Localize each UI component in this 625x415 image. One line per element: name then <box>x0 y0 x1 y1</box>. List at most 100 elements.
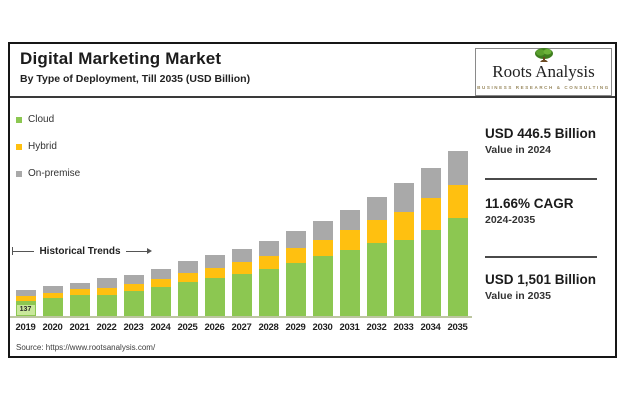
bar-slot-2033 <box>390 183 417 316</box>
hybrid-segment-2029 <box>285 248 306 264</box>
bar-slot-2029 <box>282 231 309 316</box>
on-premise-segment-2019 <box>15 290 36 297</box>
stat-caption: Value in 2024 <box>485 144 551 156</box>
stat-block-3: USD 1,501 Billion Value in 2035 <box>485 272 611 302</box>
hybrid-segment-2034 <box>420 197 441 230</box>
stat-caption: Value in 2035 <box>485 290 551 302</box>
tree-icon <box>534 48 553 62</box>
chart-subtitle: By Type of Deployment, Till 2035 (USD Bi… <box>20 73 251 85</box>
source-note: Source: https://www.rootsanalysis.com/ <box>16 343 156 352</box>
on-premise-segment-2028 <box>258 241 279 257</box>
cloud-segment-2026 <box>204 278 225 316</box>
cloud-segment-2034 <box>420 229 441 316</box>
logo-caption: BUSINESS RESEARCH & CONSULTING <box>477 85 610 90</box>
hybrid-segment-2019 <box>15 296 36 302</box>
on-premise-segment-2033 <box>393 183 414 213</box>
bar-slot-2027 <box>228 249 255 316</box>
right-arrow-icon <box>147 248 153 254</box>
on-premise-segment-2026 <box>204 255 225 269</box>
bar-slot-2035 <box>444 151 471 316</box>
stacked-bar-2019: 137 <box>15 290 36 316</box>
x-tick-label-2025: 2025 <box>177 322 198 333</box>
stacked-bar-2033 <box>393 183 414 316</box>
chart-card: Digital Marketing Market By Type of Depl… <box>8 42 617 358</box>
cloud-segment-2027 <box>231 274 252 316</box>
hybrid-segment-2033 <box>393 212 414 241</box>
on-premise-segment-2021 <box>69 283 90 289</box>
hybrid-segment-2023 <box>123 284 144 292</box>
cloud-segment-2030 <box>312 256 333 316</box>
x-tick-label-2031: 2031 <box>339 322 360 333</box>
bar-slot-2025 <box>174 261 201 316</box>
annotation-left-tick <box>12 247 13 255</box>
x-tick-label-2023: 2023 <box>123 322 144 333</box>
stacked-bar-2034 <box>420 168 441 316</box>
stacked-bar-2028 <box>258 241 279 316</box>
x-tick-label-2026: 2026 <box>204 322 225 333</box>
on-premise-segment-2030 <box>312 221 333 241</box>
on-premise-segment-2027 <box>231 249 252 263</box>
on-premise-segment-2032 <box>366 197 387 221</box>
cloud-segment-2023 <box>123 291 144 316</box>
bar-slot-2021 <box>66 283 93 316</box>
stacked-bar-2024 <box>150 269 171 316</box>
legend-swatch-icon <box>16 143 22 150</box>
annotation-line <box>13 250 35 252</box>
bar-slot-2030 <box>309 221 336 316</box>
x-tick-label-2028: 2028 <box>258 322 279 333</box>
on-premise-segment-2035 <box>447 151 468 186</box>
x-tick-label-2021: 2021 <box>69 322 90 333</box>
hybrid-segment-2020 <box>42 293 63 299</box>
stacked-bar-2030 <box>312 221 333 316</box>
hybrid-segment-2032 <box>366 220 387 243</box>
stacked-bar-2031 <box>339 210 360 316</box>
x-tick-label-2029: 2029 <box>285 322 306 333</box>
cloud-segment-2022 <box>96 294 117 316</box>
header: Digital Marketing Market By Type of Depl… <box>10 44 615 98</box>
bar-slot-2024 <box>147 269 174 316</box>
logo-wordmark: Roots Analysis <box>492 62 595 81</box>
legend-item-cloud: Cloud <box>16 114 80 125</box>
stat-divider <box>485 178 597 180</box>
x-tick-label-2030: 2030 <box>312 322 333 333</box>
x-tick-label-2035: 2035 <box>447 322 468 333</box>
cloud-segment-2031 <box>339 249 360 316</box>
bar-slot-2031 <box>336 210 363 316</box>
hybrid-segment-2021 <box>69 289 90 295</box>
x-tick-label-2019: 2019 <box>15 322 36 333</box>
stacked-bar-2026 <box>204 255 225 316</box>
bar-value-label-2019: 137 <box>16 305 35 315</box>
stacked-bar-2025 <box>177 261 198 316</box>
annotation-label: Historical Trends <box>39 245 121 257</box>
stat-block-2: 11.66% CAGR 2024-2035 <box>485 196 611 226</box>
hybrid-segment-2026 <box>204 268 225 278</box>
x-axis-labels: 2019 2020 2021 2022 2023 2024 2025 2026 2027 2028… <box>10 322 472 333</box>
stat-divider <box>485 256 597 258</box>
x-tick-label-2033: 2033 <box>393 322 414 333</box>
chart-body: Cloud Hybrid On-premise Historical Trends … <box>10 98 615 356</box>
cloud-segment-2021 <box>69 295 90 316</box>
on-premise-segment-2020 <box>42 286 63 294</box>
historical-trends-annotation: Historical Trends <box>12 244 153 258</box>
stat-value: 11.66% CAGR <box>485 196 574 211</box>
stat-value: USD 446.5 Billion <box>485 126 597 141</box>
stacked-bar-2023 <box>123 275 144 316</box>
x-tick-label-2020: 2020 <box>42 322 63 333</box>
stacked-bar-2021 <box>69 283 90 316</box>
cloud-segment-2025 <box>177 282 198 316</box>
stacked-bar-2027 <box>231 249 252 316</box>
bar-slot-2028 <box>255 241 282 316</box>
stat-caption: 2024-2035 <box>485 214 536 226</box>
roots-analysis-logo: Roots Analysis BUSINESS RESEARCH & CONSU… <box>475 48 612 96</box>
stacked-bar-2022 <box>96 278 117 316</box>
legend: Cloud Hybrid On-premise <box>16 114 80 195</box>
page-title: Digital Marketing Market <box>20 49 222 68</box>
hybrid-segment-2027 <box>231 262 252 274</box>
bar-slot-2020 <box>39 286 66 316</box>
cloud-segment-2033 <box>393 240 414 316</box>
bar-slot-2032 <box>363 197 390 316</box>
on-premise-segment-2029 <box>285 231 306 249</box>
on-premise-segment-2034 <box>420 168 441 198</box>
stat-value: USD 1,501 Billion <box>485 272 597 287</box>
on-premise-segment-2022 <box>96 278 117 288</box>
